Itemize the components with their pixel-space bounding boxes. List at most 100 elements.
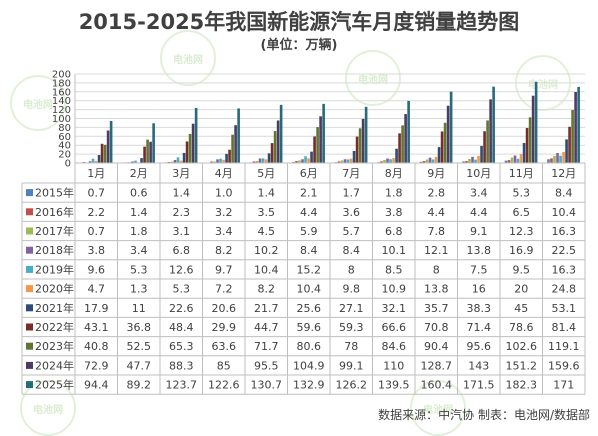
data-label: 122.6 xyxy=(208,379,240,392)
data-label: 130.7 xyxy=(251,379,283,392)
bar xyxy=(553,156,556,163)
bar xyxy=(92,159,95,163)
data-label: 1.0 xyxy=(215,187,233,200)
data-label: 80.6 xyxy=(297,340,322,353)
bar xyxy=(435,157,438,163)
data-label: 10.4 xyxy=(254,263,279,276)
bar xyxy=(146,140,149,163)
data-label: 5.3 xyxy=(513,187,531,200)
data-label: 1.8 xyxy=(385,187,403,200)
category-label: 7月 xyxy=(342,167,360,180)
data-label: 10.4 xyxy=(552,206,577,219)
legend-swatch xyxy=(26,343,33,350)
data-label: 3.8 xyxy=(88,244,106,257)
data-label: 8.2 xyxy=(215,244,233,257)
data-label: 2.3 xyxy=(173,206,191,219)
legend-swatch xyxy=(26,247,33,254)
bar xyxy=(447,106,450,163)
bar xyxy=(565,139,568,163)
data-label: 0.6 xyxy=(130,187,148,200)
data-label: 12.6 xyxy=(169,263,194,276)
bar xyxy=(149,142,152,163)
category-label: 5月 xyxy=(257,167,275,180)
series-name: 2023年 xyxy=(35,339,74,353)
legend-swatch xyxy=(26,324,33,331)
data-label: 9.5 xyxy=(513,263,531,276)
data-label: 6.8 xyxy=(385,225,403,238)
data-label: 88.3 xyxy=(169,359,194,372)
data-label: 8 xyxy=(433,263,440,276)
bar xyxy=(304,156,307,163)
bar xyxy=(177,157,180,163)
bar xyxy=(310,152,313,163)
data-label: 1.4 xyxy=(130,206,148,219)
data-label: 71.4 xyxy=(467,321,492,334)
bar xyxy=(365,107,368,163)
data-label: 104.9 xyxy=(293,359,325,372)
data-label: 8.4 xyxy=(555,187,573,200)
data-label: 9.7 xyxy=(215,263,233,276)
bar xyxy=(468,159,471,163)
data-label: 1.8 xyxy=(130,225,148,238)
data-label: 139.5 xyxy=(378,379,410,392)
bar xyxy=(347,159,350,163)
category-label: 2月 xyxy=(130,167,148,180)
series-name: 2020年 xyxy=(35,282,74,296)
source-note: 数据来源：中汽协 制表：电池网/数据部 xyxy=(378,406,590,423)
data-label: 10.9 xyxy=(382,283,407,296)
bar xyxy=(189,134,192,163)
series-name: 2021年 xyxy=(35,301,74,315)
data-label: 13.8 xyxy=(424,283,449,296)
legend-swatch xyxy=(26,189,33,196)
data-label: 59.3 xyxy=(339,321,364,334)
bar xyxy=(271,143,274,163)
bar xyxy=(477,156,480,163)
data-label: 22.5 xyxy=(552,244,577,257)
series-name: 2022年 xyxy=(35,320,74,334)
bar xyxy=(152,123,155,163)
bar xyxy=(535,82,538,163)
data-label: 53.1 xyxy=(552,302,577,315)
bar xyxy=(344,159,347,163)
data-label: 123.7 xyxy=(166,379,198,392)
data-label: 65.3 xyxy=(169,340,194,353)
data-label: 10.4 xyxy=(297,283,322,296)
bar xyxy=(143,147,146,163)
data-label: 4.4 xyxy=(300,206,318,219)
bar xyxy=(426,160,429,163)
data-label: 1.3 xyxy=(130,283,148,296)
category-label: 4月 xyxy=(215,167,233,180)
data-label: 99.1 xyxy=(339,359,364,372)
data-label: 59.6 xyxy=(297,321,322,334)
category-label: 8月 xyxy=(385,167,403,180)
data-label: 143 xyxy=(468,359,489,372)
data-label: 6.8 xyxy=(173,244,191,257)
data-label: 13.8 xyxy=(467,244,492,257)
bar xyxy=(101,144,104,163)
bar xyxy=(231,135,234,163)
bar xyxy=(234,125,237,163)
bar xyxy=(316,127,319,163)
data-label: 5.9 xyxy=(300,225,318,238)
bar xyxy=(195,108,198,163)
data-label: 4.7 xyxy=(88,283,106,296)
bar xyxy=(307,158,310,163)
data-label: 3.8 xyxy=(385,206,403,219)
bar xyxy=(550,158,553,163)
bar xyxy=(523,143,526,163)
bar xyxy=(98,155,101,163)
data-label: 12.3 xyxy=(509,225,534,238)
bar xyxy=(301,159,304,163)
data-label: 1.4 xyxy=(258,187,276,200)
bar xyxy=(262,158,265,163)
data-label: 9.1 xyxy=(470,225,488,238)
data-label: 126.2 xyxy=(336,379,368,392)
data-label: 2.1 xyxy=(300,187,318,200)
data-label: 47.7 xyxy=(127,359,152,372)
bar xyxy=(322,104,325,163)
bar xyxy=(441,131,444,163)
data-label: 84.6 xyxy=(382,340,407,353)
series-name: 2017年 xyxy=(35,224,74,238)
data-label: 4.4 xyxy=(470,206,488,219)
